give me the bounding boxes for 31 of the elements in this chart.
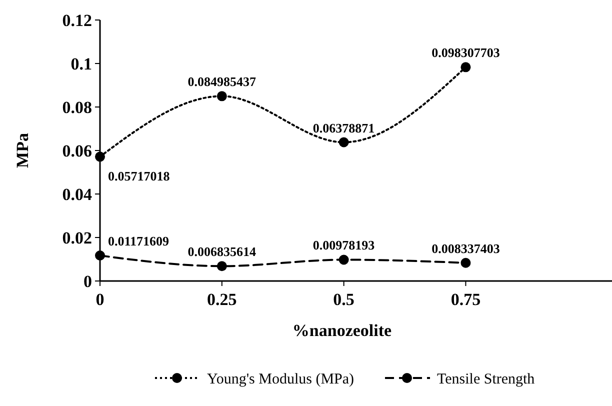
point xyxy=(95,250,105,261)
legend-label: Young's Modulus (MPa) xyxy=(207,371,354,388)
y-tick-label: 0.12 xyxy=(62,10,92,30)
y-tick-label: 0.04 xyxy=(62,184,92,204)
y-tick-label: 0.02 xyxy=(62,228,92,248)
point xyxy=(216,261,227,272)
data-label: 0.01171609 xyxy=(108,234,170,249)
x-tick-label: 0.25 xyxy=(207,290,237,309)
data-label: 0.008337403 xyxy=(432,240,500,256)
x-tick-label: 0 xyxy=(96,290,104,309)
y-tick-label: 0.1 xyxy=(70,54,92,74)
point xyxy=(216,91,227,102)
y-axis-title: MPa xyxy=(13,132,32,168)
x-tick-label: 0.5 xyxy=(333,290,354,309)
data-label: 0.05717018 xyxy=(108,168,170,184)
legend-label: Tensile Strength xyxy=(437,371,536,388)
point xyxy=(95,152,105,162)
point xyxy=(338,137,349,148)
data-label: 0.00978193 xyxy=(312,238,376,253)
y-tick-label: 0.08 xyxy=(62,98,92,117)
data-label: 0.006835614 xyxy=(188,244,257,260)
data-label: 0.084985437 xyxy=(188,74,257,90)
point xyxy=(338,254,349,265)
data-label: 0.098307703 xyxy=(432,45,500,60)
y-tick-label: 0.06 xyxy=(62,141,92,160)
x-tick-label: 0.75 xyxy=(450,290,481,309)
y-tick-label: 0 xyxy=(84,272,92,291)
x-axis-title: %nanozeolite xyxy=(292,321,392,340)
point xyxy=(460,62,471,72)
point xyxy=(460,258,471,268)
data-label: 0.06378871 xyxy=(312,120,375,136)
